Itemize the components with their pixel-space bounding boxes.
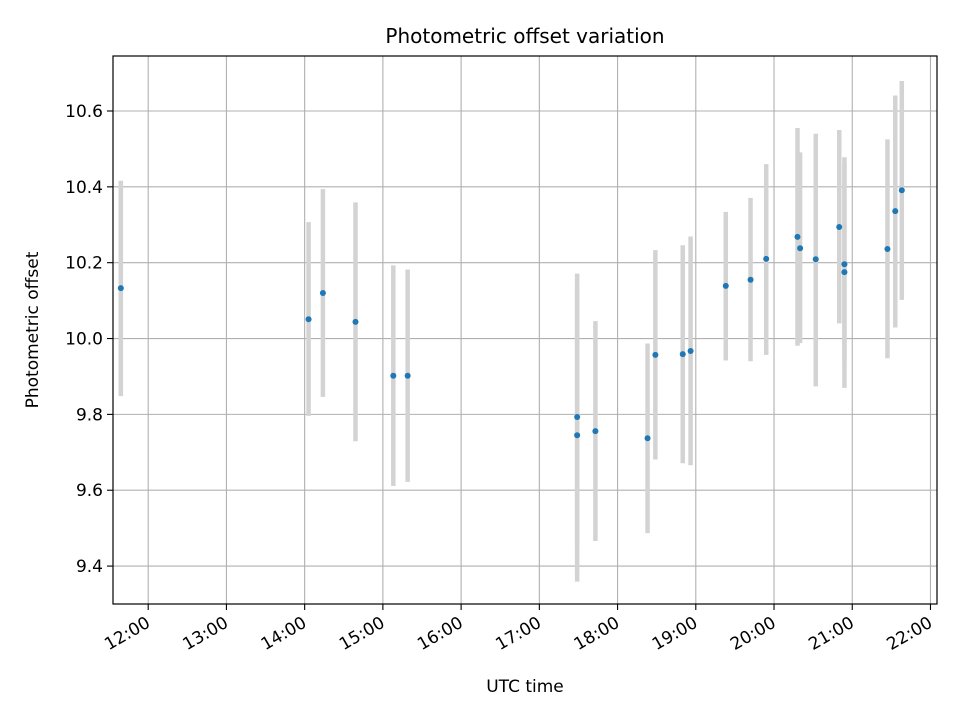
data-point [794, 233, 801, 240]
chart-title: Photometric offset variation [385, 24, 664, 48]
y-tick-label: 10.6 [65, 102, 103, 122]
y-axis-ticks: 9.4 9.6 9.8 10.0 10.2 10.4 10.6 [65, 102, 113, 577]
data-point [574, 414, 581, 421]
data-points [117, 187, 905, 442]
grid-lines [113, 56, 937, 604]
data-point [679, 351, 686, 358]
data-point [812, 256, 819, 263]
data-point [574, 432, 581, 439]
data-point [305, 316, 312, 323]
x-axis-label: UTC time [486, 677, 564, 697]
data-point [836, 224, 843, 231]
data-point [722, 282, 729, 289]
y-tick-label: 9.6 [76, 481, 103, 501]
y-tick-label: 10.4 [65, 178, 103, 198]
y-tick-label: 10.2 [65, 254, 103, 274]
data-point [319, 290, 326, 297]
data-point [892, 208, 899, 215]
data-point [404, 372, 411, 379]
data-point [652, 351, 659, 358]
y-tick-label: 9.4 [76, 557, 103, 577]
data-point [390, 372, 397, 379]
data-point [117, 285, 124, 292]
data-point [644, 435, 651, 442]
data-point [747, 276, 754, 283]
data-point [884, 246, 891, 253]
y-axis-label: Photometric offset [23, 251, 43, 408]
data-point [797, 245, 804, 252]
data-point [352, 318, 359, 325]
data-point [841, 261, 848, 268]
data-point [592, 428, 599, 435]
plot-area-frame [112, 55, 938, 605]
data-point [841, 269, 848, 276]
data-point [687, 348, 694, 355]
data-point [898, 187, 905, 194]
y-tick-label: 10.0 [65, 330, 103, 350]
y-tick-label: 9.8 [76, 405, 103, 425]
data-point [763, 255, 770, 262]
